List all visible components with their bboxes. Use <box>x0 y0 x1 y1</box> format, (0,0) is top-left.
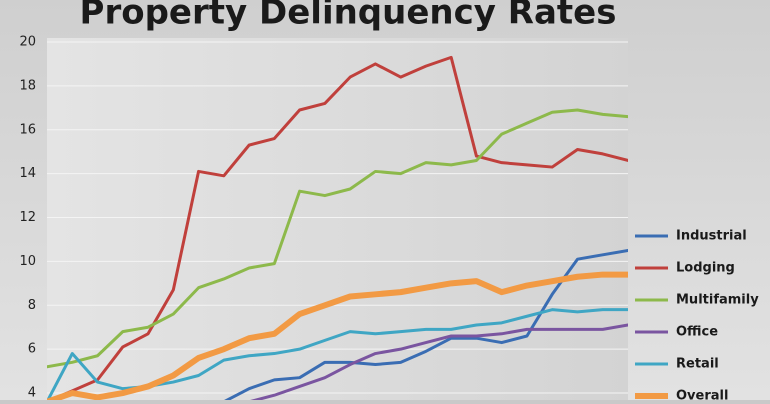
y-tick-label: 6 <box>28 342 36 357</box>
series-line <box>47 271 628 400</box>
y-tick-label: 4 <box>28 386 36 400</box>
plot-lines <box>47 55 628 400</box>
legend-label: Retail <box>676 357 719 372</box>
series-line <box>47 55 628 400</box>
y-tick-label: 20 <box>19 35 36 50</box>
y-tick-label: 14 <box>19 166 36 181</box>
plot-area <box>47 38 628 400</box>
series-line <box>250 323 628 400</box>
y-tick-label: 10 <box>19 254 36 269</box>
y-tick-label: 18 <box>19 78 36 93</box>
legend-label: Lodging <box>676 261 735 276</box>
legend-label: Office <box>676 325 718 340</box>
y-tick-label: 8 <box>28 298 36 313</box>
legend-label: Multifamily <box>676 293 759 308</box>
legend-label: Overall <box>676 389 728 401</box>
y-tick-label: 16 <box>19 122 36 137</box>
legend-label: Industrial <box>676 229 747 244</box>
series-line <box>47 108 628 369</box>
chart-title: Property Delinquency Rates <box>80 0 617 33</box>
y-tick-label: 12 <box>19 210 36 225</box>
